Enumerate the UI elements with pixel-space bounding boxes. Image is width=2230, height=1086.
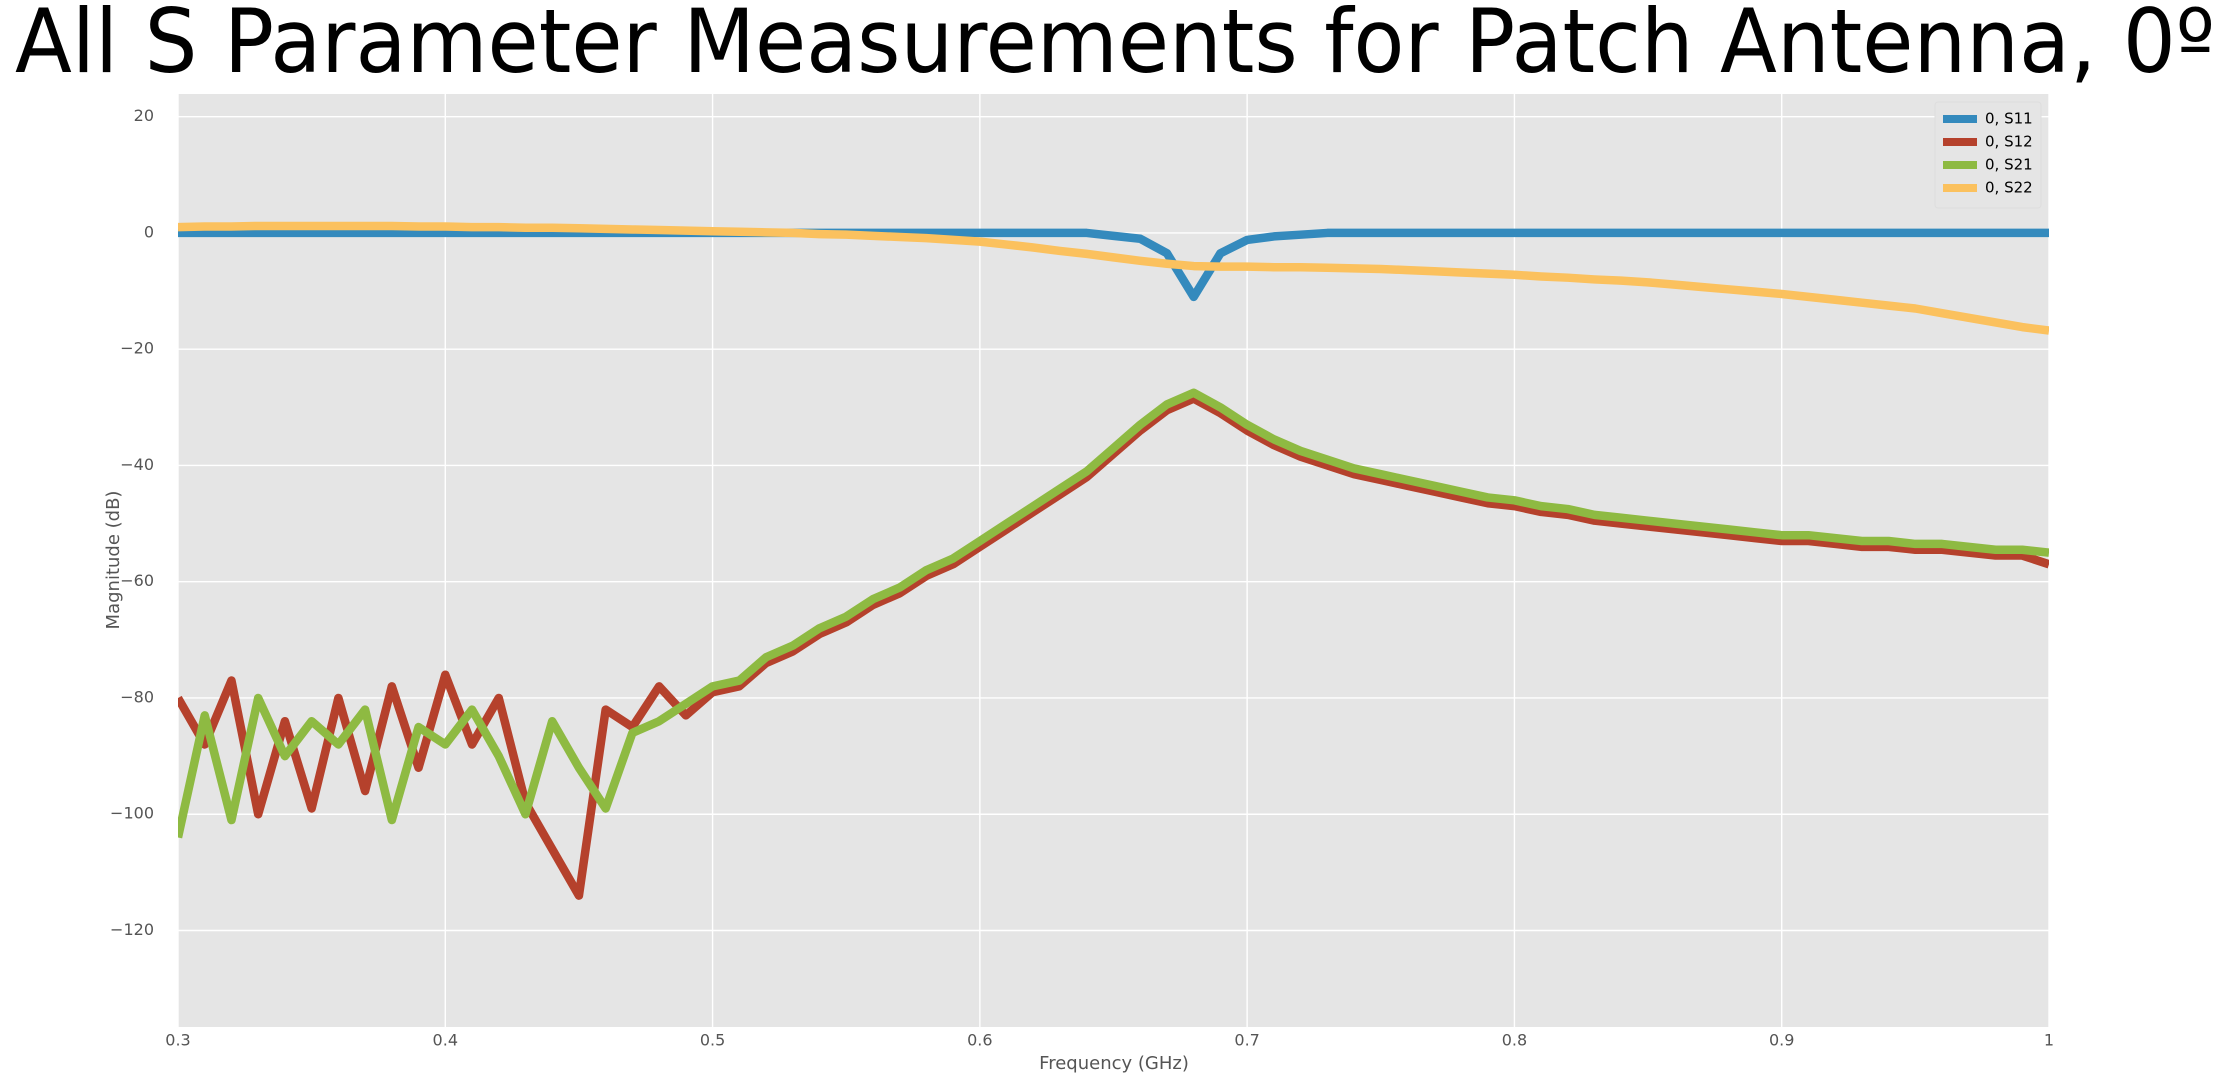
y-tick-label: −60: [120, 571, 154, 590]
x-tick-label: 0.5: [700, 1031, 725, 1050]
legend-label: 0, S12: [1985, 133, 2033, 151]
y-tick-label: −100: [110, 804, 154, 823]
plot-lines: [178, 221, 2049, 900]
series-line: [178, 228, 2049, 302]
legend-label: 0, S22: [1985, 179, 2033, 197]
x-tick-label: 0.4: [433, 1031, 458, 1050]
x-tick-label: 0.3: [165, 1031, 190, 1050]
x-tick-label: 0.9: [1769, 1031, 1794, 1050]
legend-box: [1934, 101, 2042, 209]
x-tick-label: 0.7: [1234, 1031, 1259, 1050]
x-axis-label: Frequency (GHz): [1039, 1053, 1189, 1074]
y-axis-label: Magnitude (dB): [103, 491, 124, 630]
y-tick-label: −40: [120, 455, 154, 474]
y-tick-label: −120: [110, 920, 154, 939]
series-line: [178, 388, 2049, 839]
legend-label: 0, S11: [1985, 110, 2033, 128]
x-tick-label: 0.8: [1502, 1031, 1527, 1050]
series-line: [178, 221, 2049, 335]
series-line: [178, 394, 2049, 900]
plot-area: [178, 94, 2049, 1027]
y-tick-label: 0: [144, 222, 154, 241]
y-tick-label: −20: [120, 339, 154, 358]
legend: 0, S11 0, S12 0, S21 0, S22: [1934, 101, 2042, 209]
y-tick-label: −80: [120, 687, 154, 706]
legend-label: 0, S21: [1985, 156, 2033, 174]
x-tick-label: 1: [2044, 1031, 2054, 1050]
x-tick-label: 0.6: [967, 1031, 992, 1050]
chart-title: All S Parameter Measurements for Patch A…: [15, 0, 2215, 93]
y-tick-label: 20: [134, 106, 154, 125]
